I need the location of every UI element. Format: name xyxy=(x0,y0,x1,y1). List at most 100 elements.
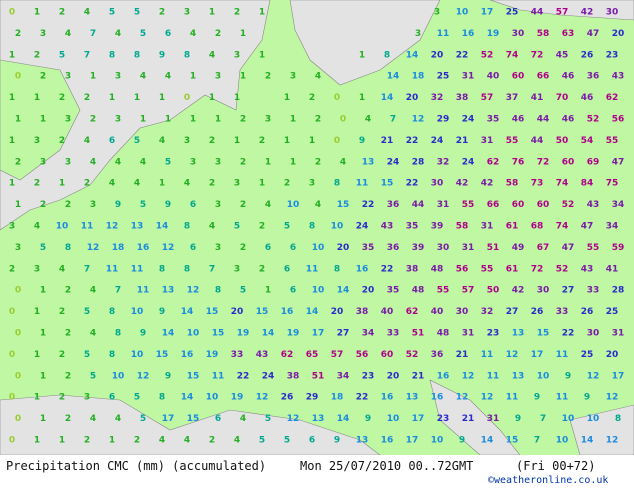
precip-value: 11 xyxy=(481,350,494,360)
precip-value: 47 xyxy=(612,157,625,167)
precip-value: 51 xyxy=(312,371,325,381)
precip-value: 3 xyxy=(40,29,46,39)
precip-value: 10 xyxy=(56,222,69,232)
precip-value: 7 xyxy=(84,264,90,274)
precip-value: 9 xyxy=(159,50,165,60)
precip-value: 13 xyxy=(406,393,419,403)
precip-value: 22 xyxy=(362,200,375,210)
precip-value: 34 xyxy=(362,329,375,339)
precip-value: 36 xyxy=(431,350,444,360)
precip-value: 19 xyxy=(206,350,219,360)
precip-value: 8 xyxy=(184,222,190,232)
precip-value: 66 xyxy=(487,200,500,210)
precip-value: 5 xyxy=(140,414,146,424)
precip-value: 31 xyxy=(462,243,475,253)
precip-value: 46 xyxy=(562,72,575,82)
precip-value: 74 xyxy=(556,222,569,232)
precip-value: 0 xyxy=(15,371,21,381)
precip-value: 33 xyxy=(387,329,400,339)
precip-value: 14 xyxy=(156,222,169,232)
precip-value: 31 xyxy=(481,136,494,146)
baltic-west xyxy=(289,0,441,86)
precip-value: 25 xyxy=(606,307,619,317)
precip-value: 4 xyxy=(159,136,165,146)
precip-value: 42 xyxy=(512,286,525,296)
precip-value: 41 xyxy=(606,264,619,274)
precip-value: 61 xyxy=(506,264,519,274)
precip-value: 61 xyxy=(506,222,519,232)
precip-value: 5 xyxy=(140,200,146,210)
precip-value: 10 xyxy=(387,414,400,424)
precip-value: 68 xyxy=(531,222,544,232)
precip-value: 1 xyxy=(40,115,46,125)
precip-value: 47 xyxy=(562,243,575,253)
precip-value: 33 xyxy=(587,286,600,296)
precip-value: 3 xyxy=(115,115,121,125)
precip-value: 66 xyxy=(537,72,550,82)
precip-value: 3 xyxy=(290,72,296,82)
precip-value: 3 xyxy=(15,243,21,253)
precip-value: 6 xyxy=(165,29,171,39)
precip-value: 2 xyxy=(65,414,71,424)
precip-value: 1 xyxy=(190,115,196,125)
precip-value: 8 xyxy=(215,286,221,296)
precip-value: 2 xyxy=(90,115,96,125)
precip-value: 3 xyxy=(215,157,221,167)
precip-value: 4 xyxy=(109,179,115,189)
precip-value: 1 xyxy=(109,93,115,103)
precip-value: 44 xyxy=(537,115,550,125)
precip-value: 6 xyxy=(215,414,221,424)
precip-value: 76 xyxy=(512,157,525,167)
precip-value: 48 xyxy=(431,264,444,274)
precip-value: 34 xyxy=(606,222,619,232)
precip-value: 41 xyxy=(531,93,544,103)
precip-value: 31 xyxy=(481,222,494,232)
precip-value: 3 xyxy=(115,72,121,82)
precip-value: 2 xyxy=(34,50,40,60)
precip-value: 50 xyxy=(487,286,500,296)
precip-value: 65 xyxy=(306,350,319,360)
precip-value: 10 xyxy=(206,393,219,403)
precip-value: 14 xyxy=(181,393,194,403)
precip-value: 12 xyxy=(106,222,119,232)
precip-value: 3 xyxy=(234,50,240,60)
precip-value: 24 xyxy=(462,157,475,167)
precip-value: 2 xyxy=(209,136,215,146)
precip-value: 0 xyxy=(15,72,21,82)
precip-value: 0 xyxy=(334,136,340,146)
precip-value: 1 xyxy=(34,393,40,403)
precip-value: 7 xyxy=(209,264,215,274)
precip-value: 30 xyxy=(456,307,469,317)
precip-value: 5 xyxy=(59,50,65,60)
precip-value: 2 xyxy=(59,136,65,146)
precip-value: 8 xyxy=(109,50,115,60)
precip-value: 1 xyxy=(40,329,46,339)
precip-value: 1 xyxy=(15,200,21,210)
precip-value: 1 xyxy=(265,286,271,296)
precip-value: 1 xyxy=(309,136,315,146)
precip-value: 62 xyxy=(406,307,419,317)
precip-value: 35 xyxy=(487,115,500,125)
precip-value: 2 xyxy=(84,93,90,103)
precip-value: 44 xyxy=(412,200,425,210)
precip-value: 2 xyxy=(240,243,246,253)
precip-value: 46 xyxy=(562,115,575,125)
precip-value: 27 xyxy=(506,307,519,317)
precip-value: 1 xyxy=(140,115,146,125)
precip-value: 2 xyxy=(40,200,46,210)
precip-value: 17 xyxy=(312,329,325,339)
precip-value: 70 xyxy=(556,93,569,103)
precip-value: 22 xyxy=(237,371,250,381)
precip-value: 14 xyxy=(262,329,275,339)
precip-value: 14 xyxy=(337,286,350,296)
precip-value: 13 xyxy=(312,414,325,424)
precip-value: 6 xyxy=(265,243,271,253)
precip-value: 38 xyxy=(456,93,469,103)
precip-value: 1 xyxy=(59,436,65,446)
precip-value: 10 xyxy=(587,414,600,424)
precip-value: 23 xyxy=(606,50,619,60)
precip-value: 4 xyxy=(240,414,246,424)
precip-value: 17 xyxy=(412,414,425,424)
precip-value: 20 xyxy=(606,350,619,360)
precip-value: 3 xyxy=(34,136,40,146)
